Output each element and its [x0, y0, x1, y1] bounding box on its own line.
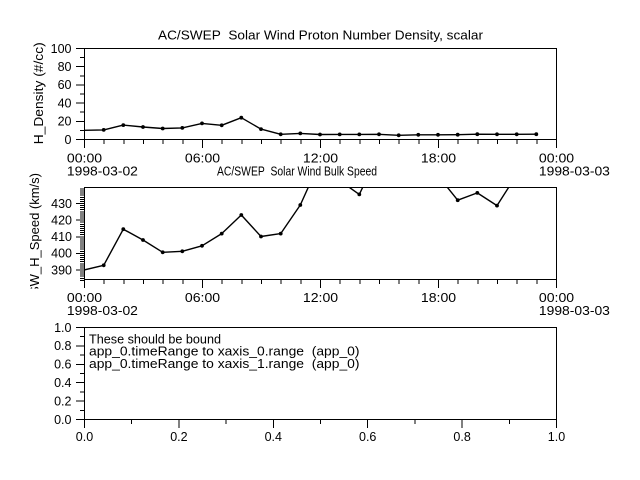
svg-text:SW_H_Speed (km/s): SW_H_Speed (km/s) — [28, 173, 42, 295]
svg-text:430: 430 — [51, 197, 72, 211]
svg-text:00:00: 00:00 — [539, 152, 574, 166]
svg-text:0.6: 0.6 — [54, 358, 71, 372]
svg-text:06:00: 06:00 — [185, 152, 220, 166]
svg-text:80: 80 — [58, 60, 72, 74]
svg-text:410: 410 — [51, 230, 72, 244]
svg-text:12:00: 12:00 — [303, 291, 338, 305]
svg-text:0.4: 0.4 — [265, 430, 282, 444]
svg-text:0.0: 0.0 — [76, 430, 93, 444]
svg-text:12:00: 12:00 — [303, 152, 338, 166]
svg-text:40: 40 — [58, 96, 72, 110]
svg-text:00:00: 00:00 — [67, 291, 102, 305]
svg-text:400: 400 — [51, 247, 72, 261]
svg-text:06:00: 06:00 — [185, 291, 220, 305]
svg-text:1.0: 1.0 — [54, 321, 71, 335]
svg-text:0.2: 0.2 — [170, 430, 187, 444]
svg-text:60: 60 — [58, 78, 72, 92]
svg-text:0.8: 0.8 — [453, 430, 470, 444]
svg-text:420: 420 — [51, 213, 72, 227]
svg-text:0.0: 0.0 — [54, 413, 71, 427]
svg-text:app_0.timeRange to xaxis_0.ran: app_0.timeRange to xaxis_0.range (app_0) — [89, 345, 360, 359]
svg-text:20: 20 — [58, 115, 72, 129]
svg-text:00:00: 00:00 — [539, 291, 574, 305]
svg-text:1998-03-02: 1998-03-02 — [67, 165, 138, 179]
svg-text:These should be bound: These should be bound — [89, 332, 221, 346]
svg-text:1998-03-03: 1998-03-03 — [539, 304, 610, 318]
svg-text:0: 0 — [65, 133, 72, 147]
svg-text:390: 390 — [51, 263, 72, 277]
svg-text:1.0: 1.0 — [548, 430, 565, 444]
svg-text:0.4: 0.4 — [54, 376, 71, 390]
svg-text:app_0.timeRange to xaxis_1.ran: app_0.timeRange to xaxis_1.range (app_0) — [89, 357, 360, 371]
svg-text:AC/SWEP Solar Wind Proton Num: AC/SWEP Solar Wind Proton Number Density… — [158, 28, 483, 42]
svg-text:AC/SWEP Solar Wind Bulk Speed: AC/SWEP Solar Wind Bulk Speed — [217, 165, 377, 179]
svg-text:0.2: 0.2 — [54, 394, 71, 408]
svg-text:H_Density (#/cc): H_Density (#/cc) — [32, 42, 46, 144]
svg-text:1998-03-02: 1998-03-02 — [67, 304, 138, 318]
svg-text:0.8: 0.8 — [54, 339, 71, 353]
svg-text:18:00: 18:00 — [421, 152, 456, 166]
svg-text:18:00: 18:00 — [421, 291, 456, 305]
svg-text:0.6: 0.6 — [359, 430, 376, 444]
svg-text:1998-03-03: 1998-03-03 — [539, 165, 610, 179]
svg-text:00:00: 00:00 — [67, 152, 102, 166]
svg-text:100: 100 — [51, 42, 72, 56]
